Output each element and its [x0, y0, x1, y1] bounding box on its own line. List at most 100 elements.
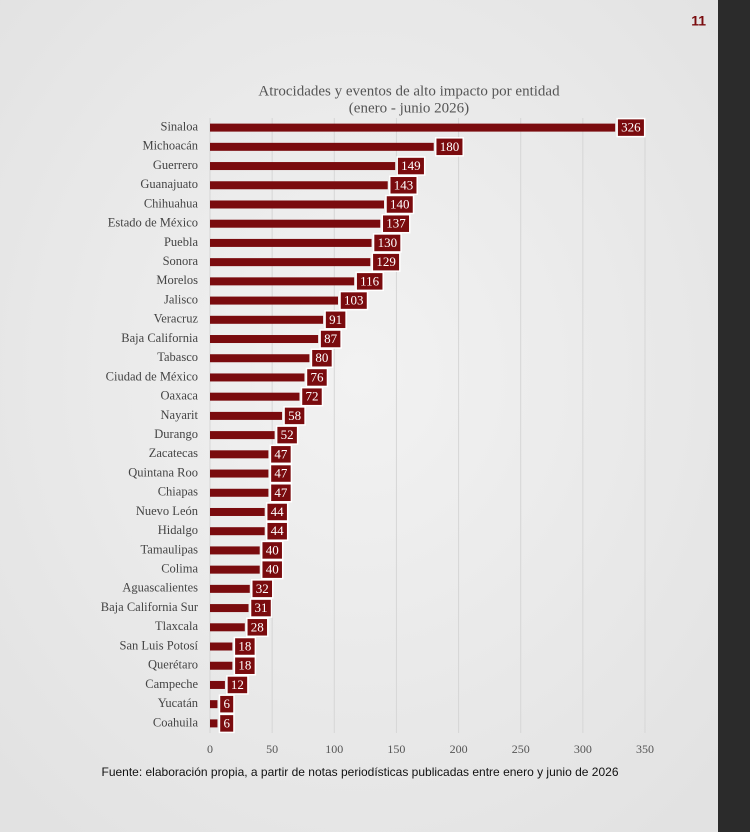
chart-subtitle: (enero - junio 2026) — [349, 100, 469, 116]
bar — [210, 527, 265, 536]
bar — [210, 450, 269, 459]
y-tick-label: San Luis Potosí — [120, 638, 199, 652]
value-label-box — [233, 636, 257, 657]
value-label: 72 — [305, 389, 318, 404]
value-label-box — [269, 483, 293, 503]
value-label: 47 — [274, 446, 288, 461]
bar — [210, 200, 384, 209]
value-label: 12 — [231, 677, 244, 692]
y-tick-label: Yucatán — [158, 696, 199, 710]
value-label: 44 — [271, 523, 285, 538]
y-tick-label: Estado de México — [108, 216, 198, 230]
value-label-box — [251, 579, 274, 599]
value-label-box — [310, 348, 334, 368]
value-label: 87 — [324, 331, 338, 346]
value-label: 76 — [310, 369, 324, 384]
y-tick-label: Veracruz — [154, 312, 199, 326]
y-tick-label: Tabasco — [157, 350, 198, 364]
value-label-box — [324, 310, 347, 330]
bar — [210, 469, 269, 478]
x-tick-label: 250 — [512, 742, 530, 756]
x-tick-label: 0 — [207, 742, 213, 756]
bar — [210, 680, 225, 689]
y-tick-label: Tamaulipas — [141, 542, 199, 556]
value-label: 52 — [281, 427, 294, 442]
value-label-box — [355, 271, 384, 292]
y-tick-label: Zacatecas — [149, 446, 198, 460]
bar — [210, 315, 324, 324]
value-label-box — [218, 713, 235, 734]
value-label-box — [283, 406, 306, 426]
y-tick-label: Chihuahua — [144, 196, 199, 210]
value-label-box — [265, 502, 289, 522]
y-tick-label: Morelos — [156, 273, 198, 287]
value-label: 40 — [266, 562, 279, 577]
y-tick-label: Coahuila — [153, 715, 199, 729]
value-label: 140 — [390, 196, 410, 211]
value-label: 143 — [394, 177, 414, 192]
y-tick-label: Puebla — [164, 235, 198, 249]
bar — [210, 296, 339, 305]
y-tick-label: Baja California Sur — [101, 600, 199, 614]
bar — [210, 623, 245, 632]
value-label: 28 — [251, 619, 264, 634]
y-tick-label: Jalisco — [164, 292, 198, 306]
value-label: 31 — [255, 600, 268, 615]
bar — [210, 411, 283, 420]
y-tick-label: Colima — [161, 562, 198, 576]
y-tick-label: Ciudad de México — [106, 369, 198, 383]
page-number: 11 — [691, 13, 706, 29]
value-label-box — [371, 252, 401, 272]
bar — [210, 277, 355, 286]
value-label: 137 — [386, 216, 406, 231]
value-label-box — [388, 175, 418, 196]
value-label-box — [319, 329, 342, 349]
value-label-box — [226, 675, 249, 695]
bar — [210, 604, 249, 613]
bar — [210, 431, 275, 440]
bar — [210, 700, 218, 709]
bar — [210, 335, 319, 344]
value-label-box — [381, 213, 411, 234]
value-label: 58 — [288, 408, 301, 423]
value-label-box — [269, 463, 293, 484]
bar — [210, 181, 388, 190]
y-tick-label: Sinaloa — [161, 119, 199, 133]
y-tick-label: Guanajuato — [140, 177, 198, 191]
source-note: Fuente: elaboración propia, a partir de … — [101, 765, 618, 779]
value-label: 6 — [223, 696, 230, 711]
bar — [210, 661, 233, 670]
y-tick-label: Chiapas — [158, 485, 198, 499]
value-label: 180 — [440, 139, 460, 154]
y-tick-label: Michoacán — [142, 139, 198, 153]
bar — [210, 142, 434, 151]
y-tick-label: Aguascalientes — [122, 581, 198, 595]
value-label-box — [218, 694, 235, 714]
value-label-box — [275, 425, 299, 445]
value-label-box — [265, 521, 289, 541]
y-tick-label: Tlaxcala — [155, 619, 198, 633]
bar — [210, 373, 305, 382]
y-tick-label: Hidalgo — [158, 523, 198, 537]
value-label-box — [434, 137, 464, 157]
value-label-box — [339, 290, 369, 311]
y-tick-label: Guerrero — [153, 158, 198, 172]
bar — [210, 258, 371, 267]
value-label-box — [233, 655, 257, 676]
y-tick-label: Nayarit — [161, 408, 199, 422]
x-tick-label: 100 — [325, 742, 343, 756]
y-tick-label: Oaxaca — [161, 389, 199, 403]
value-label-box — [269, 444, 293, 465]
bar — [210, 354, 310, 363]
y-tick-label: Nuevo León — [136, 504, 199, 518]
x-tick-label: 300 — [574, 742, 592, 756]
value-label: 44 — [271, 504, 285, 519]
value-label-box — [260, 540, 284, 561]
y-tick-label: Quintana Roo — [128, 465, 198, 479]
y-tick-label: Campeche — [145, 677, 198, 691]
value-label-box — [249, 598, 273, 618]
y-tick-label: Sonora — [163, 254, 199, 268]
bar — [210, 219, 381, 228]
